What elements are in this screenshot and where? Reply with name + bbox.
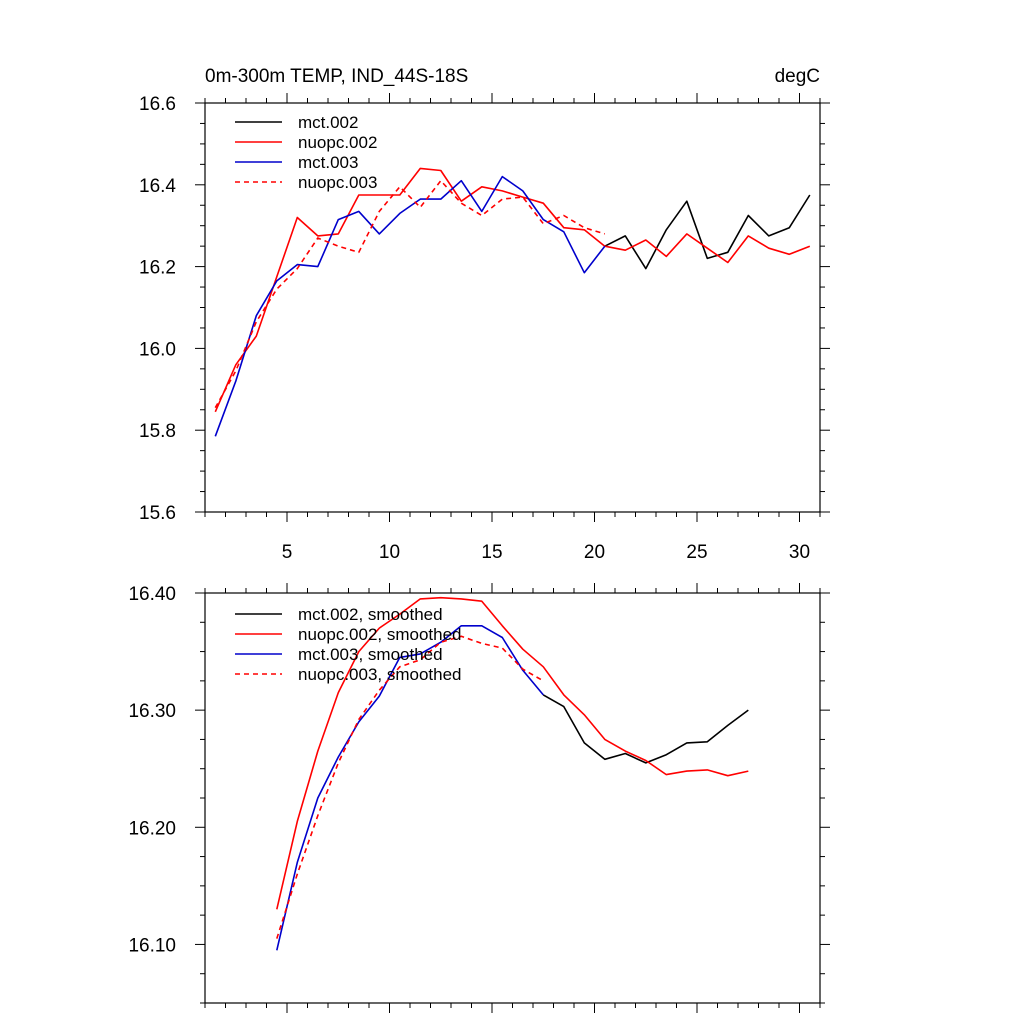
y-tick-label: 16.20: [128, 818, 176, 839]
series-line-mct-002: [604, 194, 811, 270]
legend-label: mct.002: [298, 113, 358, 132]
y-tick-label: 16.0: [139, 339, 176, 360]
x-tick-label: 30: [789, 542, 810, 563]
series-line-mct-003-smoothed: [276, 624, 544, 951]
x-tick-label: 25: [686, 542, 707, 563]
series-line-mct-003: [214, 175, 606, 437]
units-label: degC: [775, 66, 820, 87]
series-line-mct-002-smoothed: [542, 694, 749, 764]
x-tick-label: 10: [379, 542, 400, 563]
y-tick-label: 16.6: [139, 94, 176, 115]
y-tick-label: 16.4: [139, 176, 176, 197]
y-tick-label: 16.30: [128, 701, 176, 722]
legend-label: mct.003: [298, 153, 358, 172]
series-line-nuopc-002: [214, 167, 811, 413]
legend-label: nuopc.002: [298, 133, 377, 152]
legend-label: nuopc.003: [298, 173, 377, 192]
legend-label: mct.002, smoothed: [298, 605, 443, 624]
x-tick-label: 15: [481, 542, 502, 563]
x-tick-label: 5: [282, 542, 293, 563]
chart-title: 0m-300m TEMP, IND_44S-18S: [205, 66, 468, 87]
y-tick-label: 16.2: [139, 258, 176, 279]
y-tick-label: 15.6: [139, 503, 176, 524]
top-panel: 5 10 15 20 25 30 15.6 15.8 16.0 16.2 16.4 16.6 0m-30…: [139, 66, 830, 563]
y-tick-label: 15.8: [139, 421, 176, 442]
series-line-nuopc-003-smoothed: [276, 635, 544, 939]
legend-label: nuopc.002, smoothed: [298, 625, 462, 644]
y-tick-label: 16.40: [128, 584, 176, 605]
series-line-nuopc-002-smoothed: [276, 596, 749, 910]
y-tick-label: 16.10: [128, 935, 176, 956]
legend-label: mct.003, smoothed: [298, 645, 443, 664]
x-tick-label: 20: [584, 542, 605, 563]
legend-label: nuopc.003, smoothed: [298, 665, 462, 684]
series-line-nuopc-003: [214, 179, 606, 409]
